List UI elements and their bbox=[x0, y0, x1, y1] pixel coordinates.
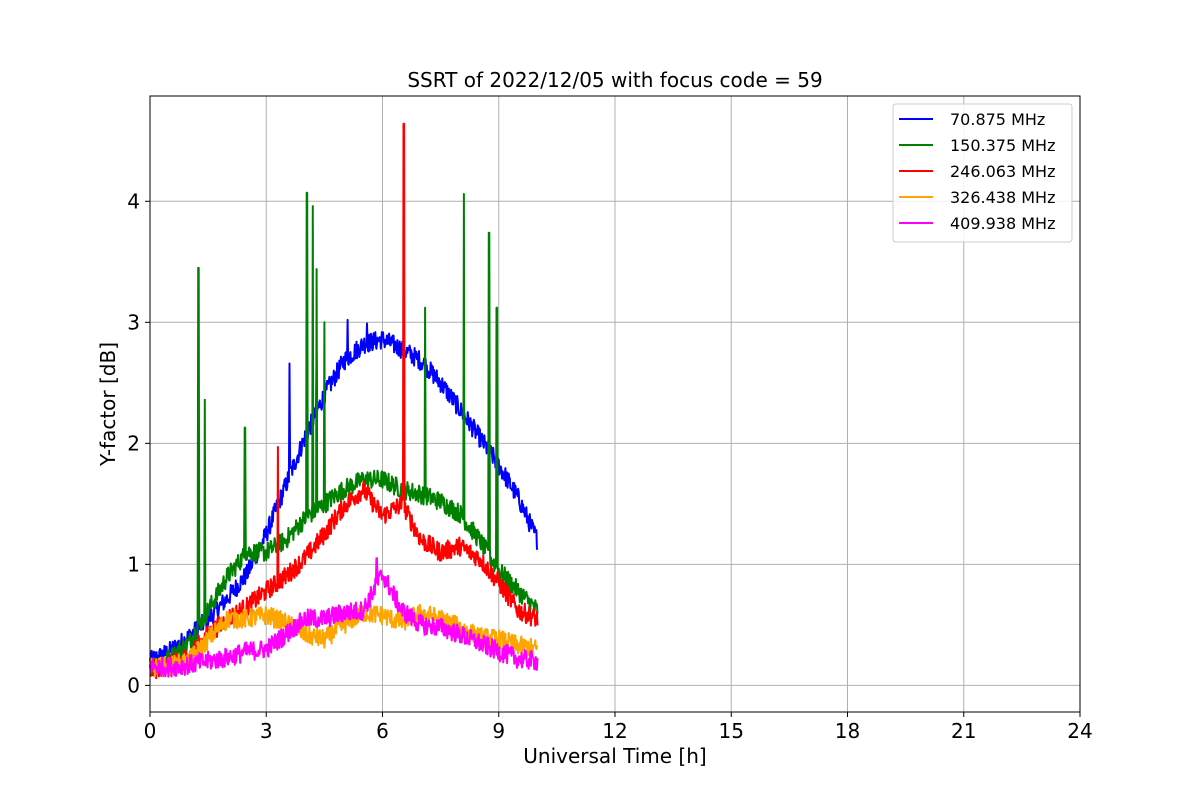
legend-label: 246.063 MHz bbox=[950, 162, 1055, 181]
series-line-3 bbox=[149, 603, 539, 678]
x-tick-label: 15 bbox=[719, 719, 744, 743]
x-tick-label: 3 bbox=[260, 719, 273, 743]
x-tick-label: 21 bbox=[951, 719, 976, 743]
y-tick-label: 0 bbox=[127, 673, 140, 697]
chart-title: SSRT of 2022/12/05 with focus code = 59 bbox=[407, 68, 822, 92]
y-tick-label: 4 bbox=[127, 189, 140, 213]
x-tick-label: 24 bbox=[1067, 719, 1092, 743]
y-axis-label: Y-factor [dB] bbox=[96, 342, 120, 467]
legend: 70.875 MHz 150.375 MHz 246.063 MHz 326.438 … bbox=[892, 103, 1073, 243]
series-lines bbox=[149, 122, 539, 680]
x-axis-label: Universal Time [h] bbox=[523, 744, 706, 768]
series-line-2 bbox=[149, 122, 539, 680]
legend-box bbox=[892, 103, 1073, 243]
legend-label: 326.438 MHz bbox=[950, 188, 1055, 207]
legend-label: 70.875 MHz bbox=[950, 110, 1045, 129]
legend-label: 150.375 MHz bbox=[950, 136, 1055, 155]
y-tick-label: 1 bbox=[127, 552, 140, 576]
x-tick-label: 18 bbox=[835, 719, 860, 743]
x-tick-label: 9 bbox=[492, 719, 505, 743]
x-tick-label: 0 bbox=[144, 719, 157, 743]
y-tick-label: 3 bbox=[127, 310, 140, 334]
legend-label: 409.938 MHz bbox=[950, 214, 1055, 233]
series-line-1 bbox=[149, 191, 539, 677]
series-line-4 bbox=[149, 557, 539, 678]
x-tick-label: 12 bbox=[602, 719, 627, 743]
y-tick-label: 2 bbox=[127, 431, 140, 455]
x-tick-label: 6 bbox=[376, 719, 389, 743]
